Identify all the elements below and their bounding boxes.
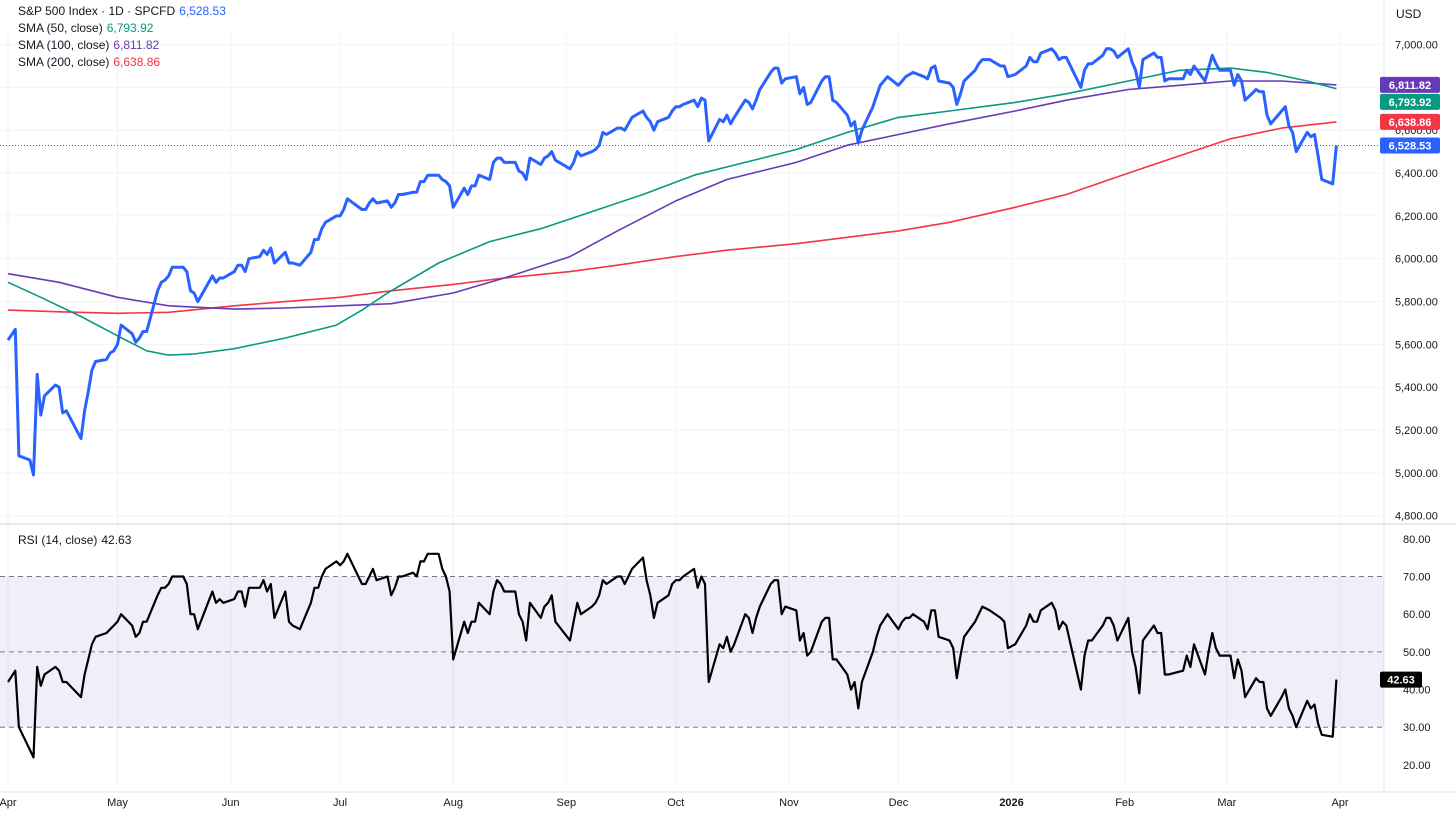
rsi-tick-label: 50.00	[1403, 647, 1431, 659]
sma-200-label: SMA (200, close)	[18, 55, 110, 69]
price-tick-label: 5,600.00	[1395, 339, 1438, 351]
price-tick-label: 6,400.00	[1395, 168, 1438, 180]
svg-text:6,793.92: 6,793.92	[1389, 97, 1432, 109]
svg-text:6,811.82: 6,811.82	[1389, 80, 1431, 92]
sma-100-legend[interactable]: SMA (100, close) 6,811.82	[18, 37, 159, 53]
time-tick-label: Oct	[667, 797, 684, 809]
sma-50-value: 6,793.92	[106, 21, 154, 35]
sma-100-value: 6,811.82	[113, 38, 160, 52]
rsi-value: 42.63	[101, 533, 132, 547]
price-tick-label: 6,000.00	[1395, 254, 1438, 266]
price-tick-label: 4,800.00	[1395, 511, 1438, 523]
time-tick-label: Sep	[557, 797, 577, 809]
rsi-legend[interactable]: RSI (14, close) 42.63	[18, 532, 131, 548]
price-tag: 6,811.82	[1380, 76, 1440, 93]
sma-100-line[interactable]	[7, 80, 1337, 310]
time-tick-label: Jun	[222, 797, 240, 809]
time-tick-label: Apr	[1331, 797, 1348, 809]
sma-50-label: SMA (50, close)	[18, 21, 103, 35]
rsi-label: RSI (14, close)	[18, 533, 98, 547]
value-tags: 6,811.82 6,793.92 6,638.86 6,528.53 42.63	[1380, 76, 1440, 688]
price-tick-label: 5,400.00	[1395, 382, 1438, 394]
symbol-price: 6,528.53	[179, 4, 226, 18]
rsi-tick-label: 80.00	[1403, 534, 1431, 546]
time-tick-label: Jul	[333, 797, 347, 809]
price-tick-label: 6,200.00	[1395, 211, 1438, 223]
rsi-tag: 42.63	[1380, 671, 1422, 688]
svg-text:6,638.86: 6,638.86	[1389, 117, 1432, 129]
rsi-tick-label: 70.00	[1403, 571, 1431, 583]
time-tick-label: Aug	[443, 797, 463, 809]
time-tick-label: Apr	[0, 797, 17, 809]
rsi-tick-label: 30.00	[1403, 722, 1431, 734]
time-tick-label: Feb	[1115, 797, 1134, 809]
sma-50-legend[interactable]: SMA (50, close) 6,793.92	[18, 20, 153, 36]
sma-50-line[interactable]	[7, 67, 1337, 356]
series-layer	[0, 47, 1384, 759]
sma-200-line[interactable]	[7, 121, 1337, 315]
symbol-legend[interactable]: S&P 500 Index · 1D · SPCFD 6,528.53	[18, 3, 226, 19]
time-tick-label: Mar	[1217, 797, 1236, 809]
rsi-tick-label: 20.00	[1403, 760, 1431, 772]
sma-200-legend[interactable]: SMA (200, close) 6,638.86	[18, 54, 160, 70]
svg-text:42.63: 42.63	[1387, 675, 1415, 687]
svg-text:6,528.53: 6,528.53	[1389, 141, 1432, 153]
time-tick-label: Dec	[889, 797, 909, 809]
time-tick-label: 2026	[999, 797, 1023, 809]
currency-label[interactable]: USD	[1396, 7, 1422, 21]
rsi-line[interactable]	[7, 552, 1338, 759]
price-tick-label: 7,000.00	[1395, 40, 1438, 52]
sma-100-label: SMA (100, close)	[18, 38, 110, 52]
grid	[0, 0, 1456, 793]
price-line[interactable]	[6, 47, 1338, 477]
price-tag: 6,528.53	[1380, 137, 1440, 154]
price-tag: 6,793.92	[1380, 93, 1440, 110]
time-tick-label: May	[107, 797, 128, 809]
rsi-tick-label: 60.00	[1403, 609, 1431, 621]
symbol-title: S&P 500 Index · 1D · SPCFD	[18, 4, 176, 18]
time-tick-label: Nov	[779, 797, 799, 809]
price-tick-label: 5,200.00	[1395, 425, 1438, 437]
rsi-band	[0, 575, 1384, 728]
price-tick-label: 5,000.00	[1395, 468, 1438, 480]
sma-200-value: 6,638.86	[113, 55, 161, 69]
price-tick-label: 5,800.00	[1395, 297, 1438, 309]
price-tag: 6,638.86	[1380, 113, 1440, 130]
